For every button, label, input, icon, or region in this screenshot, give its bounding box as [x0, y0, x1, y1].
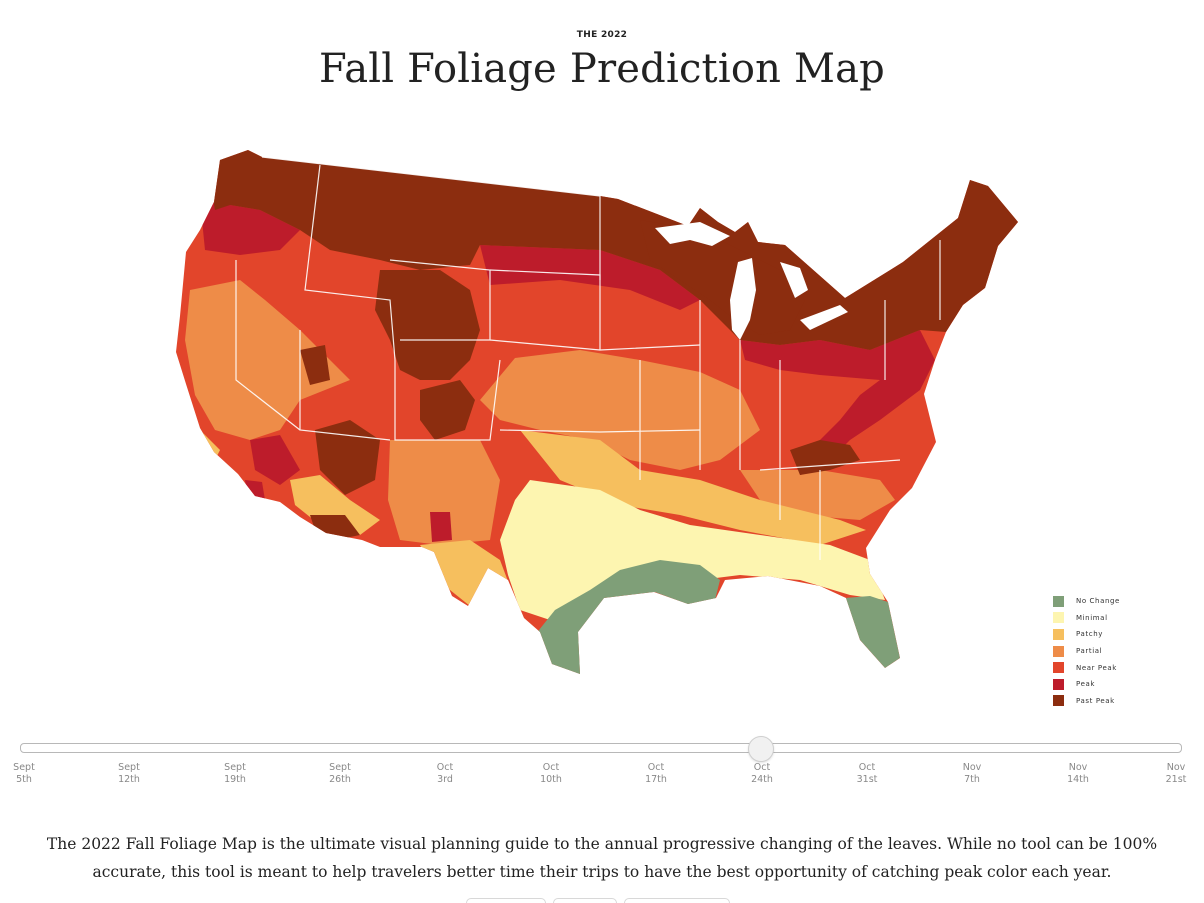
tick-label[interactable]: Oct 31st	[856, 762, 878, 785]
region-peak-socal	[250, 435, 300, 485]
region-partial-southwest	[388, 440, 500, 545]
tick-label[interactable]: Sept 12th	[118, 762, 140, 785]
region-peak-pacific-nw	[200, 200, 300, 255]
legend-swatch	[1053, 628, 1064, 640]
region-partial-southeast	[740, 470, 895, 520]
legend-label: Past Peak	[1076, 696, 1115, 705]
tick-label[interactable]: Oct 24th	[751, 762, 773, 785]
legend-item-partial: Partial	[1053, 643, 1120, 660]
region-no-change-texas	[535, 560, 720, 674]
lake-erie	[800, 305, 848, 330]
region-peak-appalachian	[740, 330, 935, 475]
tick-label[interactable]: Nov 14th	[1067, 762, 1089, 785]
bottom-button-3[interactable]	[624, 898, 730, 903]
region-partial-plains	[480, 350, 760, 470]
legend-item-no-change: No Change	[1053, 593, 1120, 610]
bottom-button-2[interactable]	[553, 898, 617, 903]
date-slider-handle[interactable]	[748, 736, 774, 762]
tick-label[interactable]: Oct 10th	[540, 762, 562, 785]
legend-label: Near Peak	[1076, 663, 1117, 672]
lake-michigan	[730, 258, 756, 340]
region-partial-west	[185, 280, 350, 440]
tick-label[interactable]: Oct 3rd	[436, 762, 454, 785]
region-peak-north-plains	[480, 245, 700, 310]
region-past-peak-colorado	[420, 380, 475, 440]
map-legend: No Change Minimal Patchy Partial Near Pe…	[1053, 593, 1120, 709]
tick-label[interactable]: Oct 17th	[645, 762, 667, 785]
region-peak-nm	[430, 512, 452, 542]
tick-label[interactable]: Sept 19th	[224, 762, 246, 785]
foliage-regions	[176, 150, 1018, 674]
legend-swatch	[1053, 678, 1064, 690]
legend-swatch	[1053, 662, 1064, 674]
region-no-change-florida	[845, 596, 900, 668]
legend-swatch	[1053, 595, 1064, 607]
legend-swatch	[1053, 645, 1064, 657]
region-peak-socal-coast	[245, 480, 265, 500]
date-slider-ticks: Sept 5th Sept 12th Sept 19th Sept 26th Oct 3r…	[0, 762, 1204, 792]
lake-superior	[655, 222, 730, 246]
tick-label[interactable]: Sept 26th	[329, 762, 351, 785]
kicker-label: THE 2022	[576, 30, 628, 40]
legend-item-patchy: Patchy	[1053, 626, 1120, 643]
legend-label: No Change	[1076, 597, 1120, 606]
region-minimal-gulf	[500, 480, 885, 620]
region-past-peak-utah	[300, 345, 330, 385]
state-borders	[235, 156, 941, 560]
legend-item-peak: Peak	[1053, 676, 1120, 693]
legend-swatch	[1053, 612, 1064, 624]
legend-swatch	[1053, 695, 1064, 707]
description-text: The 2022 Fall Foliage Map is the ultimat…	[46, 835, 1158, 881]
page-title: Fall Foliage Prediction Map	[318, 46, 885, 92]
tick-label[interactable]: Nov 7th	[962, 762, 982, 785]
tick-label[interactable]: Sept 5th	[13, 762, 35, 785]
foliage-map	[150, 140, 1030, 690]
legend-label: Minimal	[1076, 613, 1108, 622]
region-patchy-arizona	[290, 475, 380, 535]
legend-label: Peak	[1076, 680, 1096, 689]
legend-label: Partial	[1076, 647, 1103, 656]
lake-huron	[780, 262, 808, 298]
legend-label: Patchy	[1076, 630, 1103, 639]
region-past-peak-southwest	[315, 420, 380, 495]
region-past-peak-great-lakes	[640, 220, 805, 335]
legend-item-past-peak: Past Peak	[1053, 693, 1120, 710]
legend-item-near-peak: Near Peak	[1053, 659, 1120, 676]
legend-item-minimal: Minimal	[1053, 610, 1120, 627]
bottom-button-1[interactable]	[466, 898, 546, 903]
date-slider-track[interactable]	[20, 743, 1182, 753]
region-past-peak-rockies	[375, 270, 480, 380]
tick-label[interactable]: Nov 21st	[1165, 762, 1187, 785]
